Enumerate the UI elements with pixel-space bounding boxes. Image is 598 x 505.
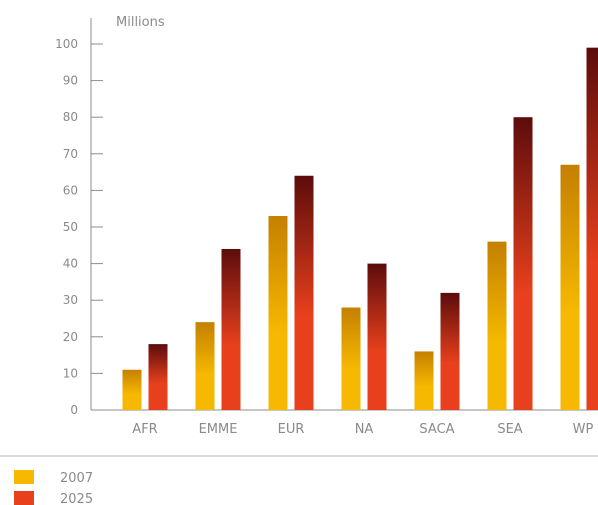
bar-emme-2007 [195,322,215,410]
y-tick-label: 40 [63,257,78,271]
category-label: WP [573,422,594,437]
bar-afr-2007 [122,369,142,410]
bar-afr-2025 [148,344,168,410]
y-tick-label: 80 [63,110,78,124]
category-label: SACA [419,422,454,437]
category-label: EUR [278,422,305,437]
legend: 2007 2025 [14,470,93,505]
y-tick-label: 0 [70,403,78,417]
category-label: EMME [199,422,238,437]
bars [122,47,598,410]
bar-eur-2007 [268,216,288,410]
y-tick-label: 100 [55,37,78,51]
y-tick-label: 60 [63,183,78,197]
bar-eur-2025 [294,175,314,410]
category-label: AFR [132,422,157,437]
y-tick-label: 10 [63,366,78,380]
legend-swatch-2007 [14,470,34,484]
bar-na-2007 [341,307,361,410]
category-label: SEA [497,422,522,437]
legend-label: 2007 [60,471,93,486]
y-tick-label: 20 [63,330,78,344]
y-ticks: 0 10 20 30 40 50 60 70 80 90 100 [55,37,103,417]
bar-sea-2025 [513,117,533,410]
legend-swatch-2025 [14,491,34,505]
category-labels: AFR EMME EUR NA SACA SEA WP [132,422,593,437]
bar-saca-2025 [440,292,460,410]
y-tick-label: 70 [63,147,78,161]
legend-label: 2025 [60,492,93,505]
y-tick-label: 90 [63,74,78,88]
y-tick-label: 30 [63,293,78,307]
bar-na-2025 [367,263,387,410]
unit-label: Millions [116,15,165,30]
bar-emme-2025 [221,248,241,410]
bar-sea-2007 [487,241,507,410]
category-label: NA [355,422,374,437]
y-tick-label: 50 [63,220,78,234]
bar-saca-2007 [414,351,434,410]
bar-wp-2007 [560,164,580,410]
bar-wp-2025 [586,47,598,410]
